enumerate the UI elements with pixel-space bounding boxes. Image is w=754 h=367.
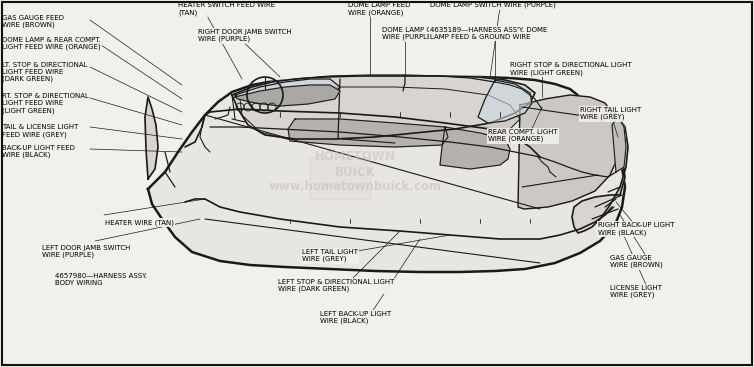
Text: HEATER WIRE (TAN): HEATER WIRE (TAN) bbox=[105, 219, 174, 225]
Text: RIGHT TAIL LIGHT
WIRE (GREY): RIGHT TAIL LIGHT WIRE (GREY) bbox=[580, 107, 641, 120]
Text: DOME LAMP SWITCH WIRE (PURPLE): DOME LAMP SWITCH WIRE (PURPLE) bbox=[430, 2, 556, 8]
Text: 4635189—HARNESS ASS'Y. DOME
LAMP FEED & GROUND WIRE: 4635189—HARNESS ASS'Y. DOME LAMP FEED & … bbox=[430, 27, 547, 40]
Text: LEFT TAIL LIGHT
WIRE (GREY): LEFT TAIL LIGHT WIRE (GREY) bbox=[302, 249, 358, 262]
Text: LICENSE LIGHT
WIRE (GREY): LICENSE LIGHT WIRE (GREY) bbox=[610, 285, 662, 298]
Text: 4657980—HARNESS ASSY.
BODY WIRING: 4657980—HARNESS ASSY. BODY WIRING bbox=[55, 273, 147, 286]
Polygon shape bbox=[572, 113, 628, 233]
Text: DOME LAMP GROUND
WIRE (PURPLE): DOME LAMP GROUND WIRE (PURPLE) bbox=[382, 27, 458, 40]
Polygon shape bbox=[148, 77, 625, 272]
Polygon shape bbox=[232, 76, 535, 139]
Text: BACK-UP LIGHT FEED
WIRE (BLACK): BACK-UP LIGHT FEED WIRE (BLACK) bbox=[2, 145, 75, 159]
Text: RIGHT STOP & DIRECTIONAL LIGHT
WIRE (LIGHT GREEN): RIGHT STOP & DIRECTIONAL LIGHT WIRE (LIG… bbox=[510, 62, 632, 76]
Text: REAR COMPT. LIGHT
WIRE (ORANGE): REAR COMPT. LIGHT WIRE (ORANGE) bbox=[488, 129, 558, 142]
Polygon shape bbox=[518, 95, 620, 209]
Text: LEFT DOOR JAMB SWITCH
WIRE (PURPLE): LEFT DOOR JAMB SWITCH WIRE (PURPLE) bbox=[42, 245, 130, 258]
Text: LT. STOP & DIRECTIONAL
LIGHT FEED WIRE
(DARK GREEN): LT. STOP & DIRECTIONAL LIGHT FEED WIRE (… bbox=[2, 62, 87, 83]
Polygon shape bbox=[440, 127, 510, 169]
FancyBboxPatch shape bbox=[310, 157, 370, 199]
Polygon shape bbox=[240, 87, 520, 143]
Text: DOME LAMP FEED
WIRE (ORANGE): DOME LAMP FEED WIRE (ORANGE) bbox=[348, 2, 410, 15]
Text: DOME LAMP & REAR COMPT.
LIGHT FEED WIRE (ORANGE): DOME LAMP & REAR COMPT. LIGHT FEED WIRE … bbox=[2, 37, 101, 51]
Text: LEFT BACK-UP LIGHT
WIRE (BLACK): LEFT BACK-UP LIGHT WIRE (BLACK) bbox=[320, 311, 391, 324]
Text: RT. STOP & DIRECTIONAL
LIGHT FEED WIRE
(LIGHT GREEN): RT. STOP & DIRECTIONAL LIGHT FEED WIRE (… bbox=[2, 93, 89, 113]
Polygon shape bbox=[145, 97, 158, 179]
Text: HEATER SWITCH FEED WIRE
(TAN): HEATER SWITCH FEED WIRE (TAN) bbox=[178, 2, 275, 15]
Text: RIGHT DOOR JAMB SWITCH
WIRE (PURPLE): RIGHT DOOR JAMB SWITCH WIRE (PURPLE) bbox=[198, 29, 292, 43]
Polygon shape bbox=[235, 85, 340, 106]
Text: GAS GAUGE FEED
WIRE (BROWN): GAS GAUGE FEED WIRE (BROWN) bbox=[2, 15, 64, 29]
Text: HOMETOWN
BUICK
www.hometownbuick.com: HOMETOWN BUICK www.hometownbuick.com bbox=[268, 150, 442, 193]
Text: RIGHT BACK-UP LIGHT
WIRE (BLACK): RIGHT BACK-UP LIGHT WIRE (BLACK) bbox=[598, 222, 675, 236]
Text: GAS GAUGE
WIRE (BROWN): GAS GAUGE WIRE (BROWN) bbox=[610, 255, 663, 269]
Polygon shape bbox=[288, 119, 448, 147]
Polygon shape bbox=[478, 80, 532, 123]
Text: TAIL & LICENSE LIGHT
FEED WIRE (GREY): TAIL & LICENSE LIGHT FEED WIRE (GREY) bbox=[2, 124, 78, 138]
Polygon shape bbox=[612, 117, 626, 172]
Text: LEFT STOP & DIRECTIONAL LIGHT
WIRE (DARK GREEN): LEFT STOP & DIRECTIONAL LIGHT WIRE (DARK… bbox=[278, 279, 394, 292]
Polygon shape bbox=[235, 79, 340, 105]
